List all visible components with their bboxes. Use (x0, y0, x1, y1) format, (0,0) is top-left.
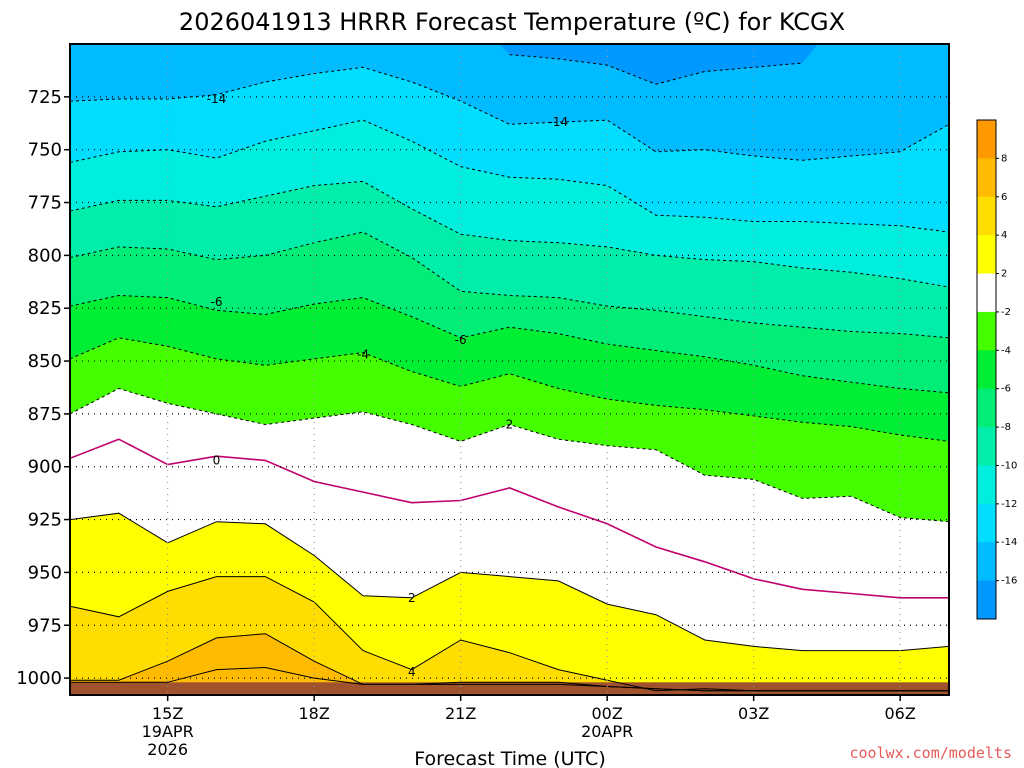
y-tick-label: 850 (28, 351, 62, 372)
colorbar-label: -8 (1001, 422, 1011, 433)
x-tick-label: 00Z (592, 704, 623, 723)
colorbar-label: 4 (1001, 230, 1007, 241)
y-tick-label: 900 (28, 457, 62, 478)
credit-text: coolwx.com/modelts (849, 744, 1012, 762)
x-tick-label: 18Z (299, 704, 330, 723)
y-tick-label: 775 (28, 193, 62, 214)
contour-label: -14 (207, 92, 227, 106)
colorbar-label: 2 (1001, 269, 1007, 280)
contour-label: 2 (408, 591, 416, 605)
y-tick-label: 725 (28, 87, 62, 108)
colorbar-label: -4 (1001, 345, 1011, 356)
colorbar-swatch (977, 274, 996, 313)
y-tick-label: 875 (28, 404, 62, 425)
colorbar-label: -16 (1001, 576, 1017, 587)
colorbar-swatch (977, 427, 996, 466)
contour-label: -4 (357, 348, 369, 362)
colorbar-label: -6 (1001, 384, 1011, 395)
y-tick-label: 800 (28, 245, 62, 266)
colorbar-swatch (977, 581, 996, 620)
colorbar-label: -12 (1001, 499, 1017, 510)
contour-label: -6 (455, 333, 467, 347)
contour-label: 2 (506, 417, 514, 431)
colorbar-label: 8 (1001, 153, 1007, 164)
x-tick-label: 03Z (738, 704, 769, 723)
colorbar-swatch (977, 542, 996, 581)
x-tick-label: 06Z (885, 704, 916, 723)
x-tick-label: 20APR (581, 722, 633, 741)
x-tick-label: 19APR (142, 722, 194, 741)
contour-label: -6 (211, 295, 223, 309)
y-axis: 725 750 775 800 825 850 875 900 925 950 975 1000 (16, 87, 70, 689)
colorbar-swatch (977, 312, 996, 351)
y-tick-label: 750 (28, 140, 62, 161)
y-tick-label: 1000 (16, 668, 62, 689)
colorbar-swatch (977, 235, 996, 274)
colorbar-label: -10 (1001, 460, 1017, 471)
colorbar: 8 6 4 2 -2 -4 -6 -8 -10 -12 -14 -16 (977, 120, 1017, 620)
colorbar-swatch (977, 158, 996, 197)
contour-label: 4 (408, 665, 416, 679)
colorbar-label: 6 (1001, 192, 1007, 203)
chart-title: 2026041913 HRRR Forecast Temperature (ºC… (179, 8, 845, 36)
colorbar-label: -14 (1001, 537, 1017, 548)
colorbar-swatch (977, 504, 996, 543)
colorbar-swatch (977, 120, 996, 159)
plot-area (65, 2, 954, 700)
colorbar-swatch (977, 350, 996, 389)
y-tick-label: 925 (28, 510, 62, 531)
colorbar-label: -2 (1001, 307, 1011, 318)
x-tick-label: 15Z (152, 704, 183, 723)
y-tick-label: 950 (28, 562, 62, 583)
y-tick-label: 825 (28, 298, 62, 319)
colorbar-swatch (977, 197, 996, 236)
x-tick-label: 21Z (445, 704, 476, 723)
x-tick-label: 2026 (147, 740, 188, 759)
colorbar-swatch (977, 465, 996, 504)
y-tick-label: 975 (28, 615, 62, 636)
x-axis-title: Forecast Time (UTC) (414, 748, 605, 768)
contour-label: 0 (213, 453, 221, 467)
colorbar-swatch (977, 389, 996, 428)
contour-label: -14 (549, 115, 569, 129)
